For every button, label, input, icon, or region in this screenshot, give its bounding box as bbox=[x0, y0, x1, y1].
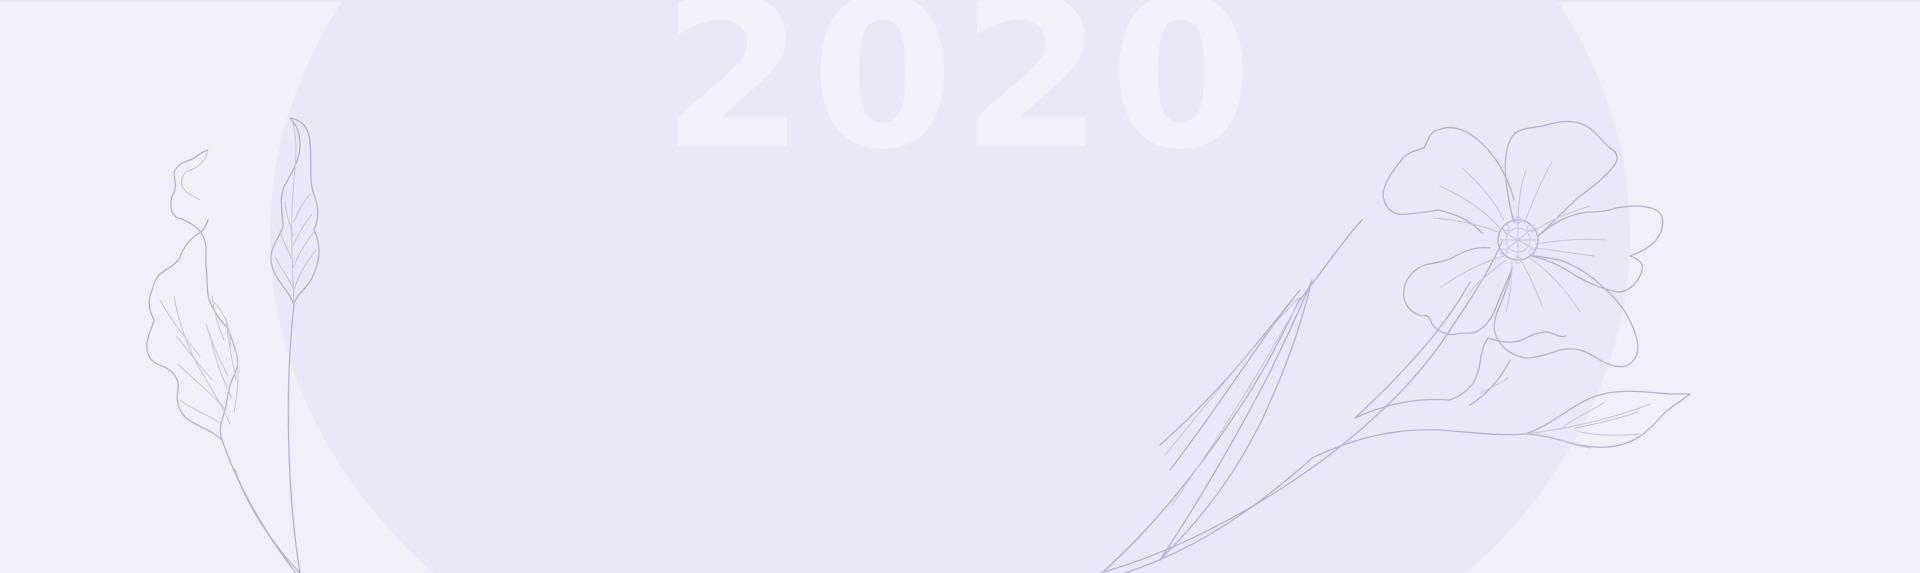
leaf-sprig-icon bbox=[146, 117, 320, 573]
flower-branch-icon bbox=[1099, 120, 1691, 573]
background-disc bbox=[270, 0, 1630, 573]
year-heading: 2020 bbox=[661, 0, 1259, 195]
